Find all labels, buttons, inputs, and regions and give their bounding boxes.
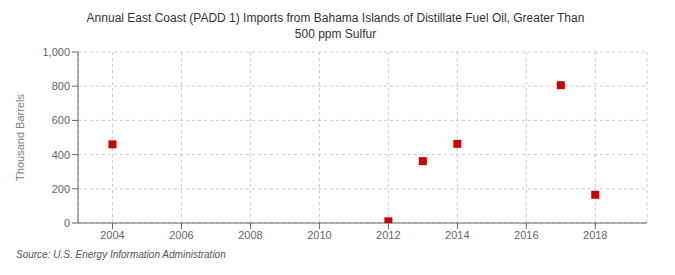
html-text:Annual East Coast (PADD 1) Imp: Annual East Coast (PADD 1) Imports from … bbox=[86, 11, 585, 25]
svg-text:2012: 2012 bbox=[376, 229, 400, 241]
svg-text:2008: 2008 bbox=[238, 229, 262, 241]
svg-text:400: 400 bbox=[52, 149, 70, 161]
svg-text:2018: 2018 bbox=[583, 229, 607, 241]
svg-text:200: 200 bbox=[52, 183, 70, 195]
svg-text:2006: 2006 bbox=[169, 229, 193, 241]
html-text:Source: U.S. Energy Informatio: Source: U.S. Energy Information Administ… bbox=[16, 249, 226, 260]
svg-text:0: 0 bbox=[64, 217, 70, 229]
svg-text:Thousand Barrels: Thousand Barrels bbox=[14, 94, 26, 181]
svg-text:2014: 2014 bbox=[445, 229, 469, 241]
svg-text:800: 800 bbox=[52, 80, 70, 92]
html-text:500 ppm Sulfur: 500 ppm Sulfur bbox=[294, 27, 377, 41]
svg-text:2010: 2010 bbox=[307, 229, 331, 241]
svg-text:2016: 2016 bbox=[514, 229, 538, 241]
svg-text:2004: 2004 bbox=[100, 229, 124, 241]
svg-text:1,000: 1,000 bbox=[42, 46, 70, 58]
svg-text:600: 600 bbox=[52, 114, 70, 126]
